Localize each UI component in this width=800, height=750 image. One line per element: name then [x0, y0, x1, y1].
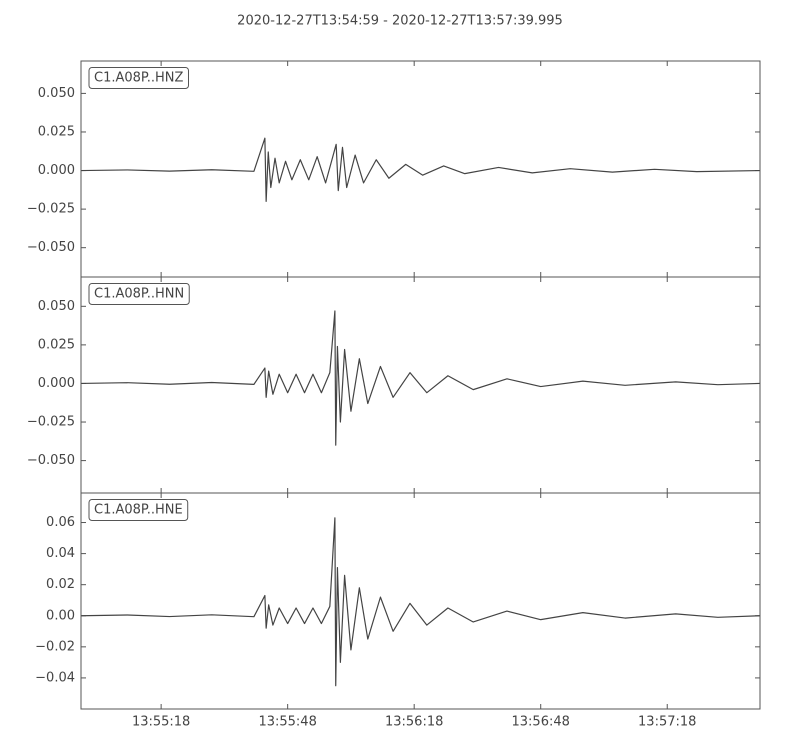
y-tick-label: −0.050	[27, 453, 75, 468]
y-tick-label: 0.06	[46, 515, 75, 530]
y-tick-label: 0.02	[46, 577, 75, 592]
y-tick-label: 0.050	[38, 86, 75, 101]
channel-label: C1.A08P..HNN	[94, 287, 184, 302]
y-tick-label: 0.000	[38, 163, 75, 178]
x-tick-label: 13:56:48	[512, 715, 570, 730]
y-tick-label: 0.025	[38, 337, 75, 352]
y-tick-label: −0.02	[35, 639, 75, 654]
x-tick-label: 13:56:18	[385, 715, 443, 730]
trace	[80, 310, 760, 446]
y-tick-label: 0.050	[38, 299, 75, 314]
channel-label: C1.A08P..HNZ	[94, 71, 183, 86]
channel-label: C1.A08P..HNE	[94, 503, 183, 518]
x-tick-label: 13:55:48	[258, 715, 316, 730]
chart-title: 2020-12-27T13:54:59 - 2020-12-27T13:57:3…	[237, 14, 563, 29]
y-tick-label: −0.025	[27, 202, 75, 217]
y-tick-label: 0.04	[46, 546, 75, 561]
channel-label-box	[88, 499, 189, 521]
y-tick-label: −0.04	[35, 670, 75, 685]
x-tick-label: 13:57:18	[638, 715, 696, 730]
trace	[80, 137, 760, 202]
y-tick-label: 0.00	[46, 608, 75, 623]
y-tick-label: −0.050	[27, 240, 75, 255]
y-tick-label: 0.000	[38, 376, 75, 391]
y-tick-label: 0.025	[38, 124, 75, 139]
x-tick-label: 13:55:18	[132, 715, 190, 730]
panel-frame	[80, 492, 761, 710]
y-tick-label: −0.025	[27, 415, 75, 430]
channel-label-box	[88, 67, 189, 89]
channel-label-box	[88, 283, 190, 305]
trace	[80, 517, 760, 687]
